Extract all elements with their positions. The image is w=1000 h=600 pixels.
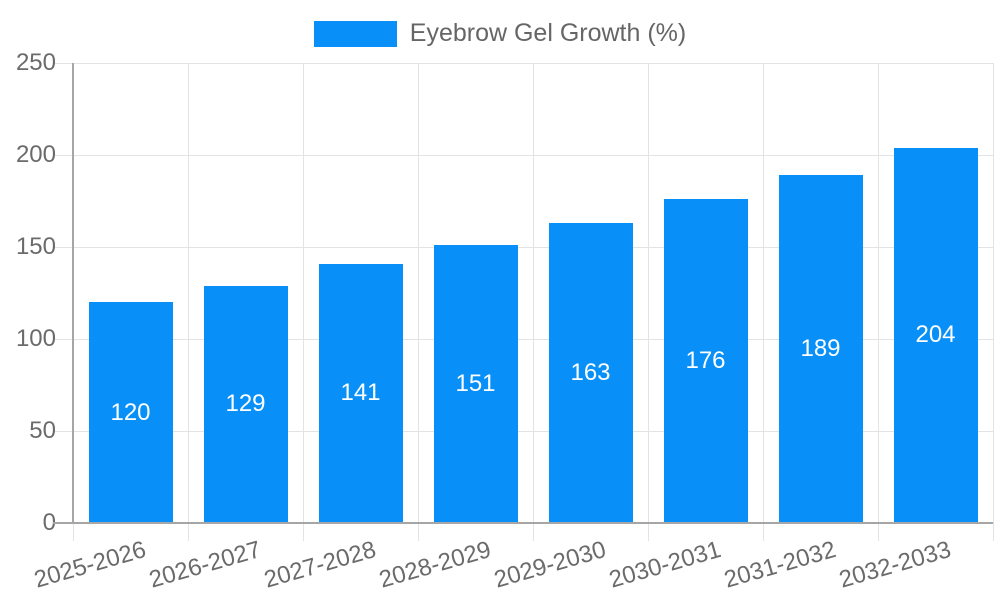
bar-value-label: 163	[570, 359, 611, 387]
x-axis-tick-label: 2028-2029	[375, 536, 494, 594]
bar-value-label: 141	[340, 379, 381, 407]
y-axis-line	[72, 63, 74, 523]
gridline-horizontal	[53, 62, 993, 64]
gridline-vertical	[877, 63, 879, 541]
bar-value-label: 151	[455, 370, 496, 398]
gridline-vertical	[417, 63, 419, 541]
x-axis-line	[53, 522, 993, 524]
bar-value-label: 189	[800, 335, 841, 363]
bar-value-label: 204	[915, 321, 956, 349]
y-axis-tick-label: 100	[15, 325, 56, 352]
x-axis-tick-label: 2026-2027	[145, 536, 264, 594]
bar-value-label: 129	[225, 390, 266, 418]
gridline-vertical	[187, 63, 189, 541]
gridline-vertical	[532, 63, 534, 541]
legend-item[interactable]: Eyebrow Gel Growth (%)	[313, 19, 687, 48]
bar-value-label: 176	[685, 347, 726, 375]
bar[interactable]	[778, 175, 863, 523]
gridline-vertical	[302, 63, 304, 541]
gridline-vertical	[992, 63, 994, 541]
bar[interactable]	[893, 147, 978, 523]
bar[interactable]	[663, 199, 748, 523]
y-axis-tick-label: 150	[15, 233, 56, 260]
gridline-horizontal	[53, 154, 993, 156]
y-axis-tick-label: 250	[15, 49, 56, 76]
legend-swatch-icon	[313, 20, 397, 47]
x-axis-tick-label: 2025-2026	[30, 536, 149, 594]
x-axis-tick-label: 2029-2030	[490, 536, 609, 594]
bar[interactable]	[203, 285, 288, 523]
x-axis-tick-label: 2031-2032	[720, 536, 839, 594]
bar[interactable]	[433, 245, 518, 523]
legend: Eyebrow Gel Growth (%)	[0, 19, 1000, 48]
bar-value-label: 120	[110, 398, 151, 426]
legend-label: Eyebrow Gel Growth (%)	[409, 19, 687, 47]
gridline-vertical	[647, 63, 649, 541]
x-axis-tick-label: 2030-2031	[605, 536, 724, 594]
gridline-horizontal	[53, 338, 993, 340]
x-axis-tick-label: 2032-2033	[835, 536, 954, 594]
gridline-horizontal	[53, 246, 993, 248]
x-axis-tick-label: 2027-2028	[260, 536, 379, 594]
y-axis-tick-label: 200	[15, 141, 56, 168]
gridline-horizontal	[53, 430, 993, 432]
gridline-vertical	[762, 63, 764, 541]
bar[interactable]	[548, 223, 633, 523]
bar[interactable]	[88, 302, 173, 523]
y-axis-tick-label: 50	[29, 417, 56, 444]
bar[interactable]	[318, 263, 403, 523]
y-axis-tick-label: 0	[42, 509, 56, 536]
